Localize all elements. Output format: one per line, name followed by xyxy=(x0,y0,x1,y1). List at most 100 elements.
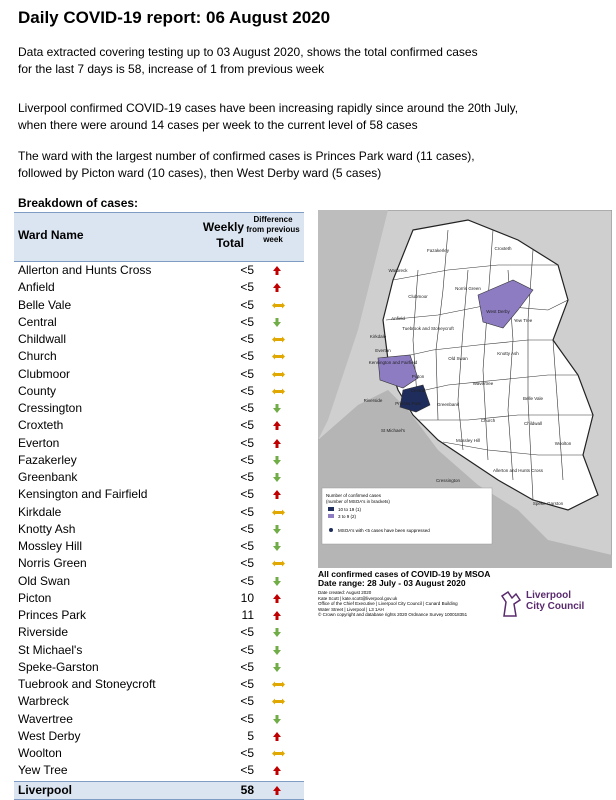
trend-arrow xyxy=(273,766,281,776)
weekly-total: <5 xyxy=(240,573,254,588)
ward-name: Speke-Garston xyxy=(18,659,99,674)
trend-icon xyxy=(273,731,281,741)
trend-icon xyxy=(273,766,281,776)
header-line: from previous xyxy=(246,225,300,234)
ward-name: St Michael's xyxy=(18,642,83,657)
ward-name: Belle Vale xyxy=(18,297,72,312)
map-label: St Michael's xyxy=(381,428,406,433)
weekly-total: <5 xyxy=(240,539,254,553)
table-row: Woolton <5 xyxy=(14,745,304,762)
paragraph-line: Data extracted covering testing up to 03… xyxy=(18,45,478,59)
trend-icon xyxy=(272,681,285,688)
table-row: Childwall <5 xyxy=(14,331,304,348)
map-label: Greenbank xyxy=(437,402,460,407)
trend-icon xyxy=(272,509,285,515)
trend-icon xyxy=(273,542,281,551)
table-row: Central <5 xyxy=(14,314,304,331)
table-row: Anfield <5 xyxy=(14,279,304,296)
trend-arrow xyxy=(273,731,281,741)
ward-lines xyxy=(385,229,593,501)
ward-name: Riverside xyxy=(18,625,69,640)
table-row: Kirkdale <5 xyxy=(14,504,304,521)
trend-arrow xyxy=(273,490,281,500)
trend-icon xyxy=(273,317,281,327)
credit-line: Office of the Chief Executive | Liverpoo… xyxy=(318,601,458,606)
table-row: Picton 10 xyxy=(14,590,304,607)
weekly-total: <5 xyxy=(240,504,254,519)
legend-box xyxy=(321,487,493,545)
msoa-3-9 xyxy=(377,354,419,389)
map-label: Speke-Garston xyxy=(533,501,564,506)
title: Daily COVID-19 report: 06 August 2020 xyxy=(18,8,331,27)
trend-arrow xyxy=(272,698,285,705)
legend-note: MSOA's with <5 cases have been suppresse… xyxy=(338,528,430,533)
weekly-total: <5 xyxy=(240,332,254,346)
trend-arrow xyxy=(273,524,281,534)
trend-icon xyxy=(273,524,281,534)
map-label: West Derby xyxy=(486,309,510,314)
map-label: Allerton and Hunts Cross xyxy=(493,468,544,473)
table-row: Allerton and Hunts Cross <5 xyxy=(14,262,304,279)
liver-bird xyxy=(500,590,522,617)
table-row: Greenbank <5 xyxy=(14,469,304,486)
trend-icon xyxy=(273,628,281,638)
trend-arrow xyxy=(272,509,285,515)
map-label: Clubmoor xyxy=(408,294,428,299)
map-label: Norris Green xyxy=(455,286,481,291)
table-row: Cressington <5 xyxy=(14,400,304,417)
table-row: Norris Green <5 xyxy=(14,555,304,572)
trend-arrow xyxy=(272,302,285,308)
map-label: Wavertree xyxy=(473,381,494,386)
table-row: Everton <5 xyxy=(14,435,304,452)
map-label: Tuebrook and Stoneycroft xyxy=(402,326,454,331)
weekly-total: <5 xyxy=(240,314,254,329)
trend-arrow xyxy=(273,317,281,327)
ward-name: Fazakerley xyxy=(18,452,77,467)
table-row: West Derby 5 xyxy=(14,728,304,745)
ward-name: Wavertree xyxy=(18,711,73,726)
table-row: Warbreck <5 xyxy=(14,693,304,710)
trend-arrow xyxy=(273,404,281,413)
table-row: St Michael's <5 xyxy=(14,642,304,659)
map-label: Kensington and Fairfield xyxy=(369,360,418,365)
credit-line: Water Street | Liverpool | L3 1AH xyxy=(318,606,384,612)
table-row: Speke-Garston <5 xyxy=(14,659,304,676)
map-label: Princes Park xyxy=(395,401,421,406)
header-line: Difference xyxy=(253,215,293,224)
trend-icon xyxy=(273,455,281,465)
ward-name: County xyxy=(18,383,57,398)
trend-icon xyxy=(273,593,281,603)
map-label: Kirkdale xyxy=(370,334,387,339)
logo-icon xyxy=(500,590,522,617)
map-label: Central xyxy=(411,388,426,393)
weekly-total: <5 xyxy=(240,711,254,726)
table-row: Church <5 xyxy=(14,348,304,365)
ward-name: Allerton and Hunts Cross xyxy=(18,263,152,277)
trend-icon xyxy=(272,371,285,377)
header-line: week xyxy=(263,235,283,244)
trend-icon xyxy=(273,645,281,655)
weekly-total: 10 xyxy=(240,590,254,605)
ward-name: Kirkdale xyxy=(18,504,62,519)
weekly-total: <5 xyxy=(240,418,254,433)
ward-name: Warbreck xyxy=(18,694,69,709)
table-row: Croxteth <5 xyxy=(14,417,304,434)
table-row: Princes Park 11 xyxy=(14,607,304,624)
legend-item: 3 to 9 (2) xyxy=(338,514,357,519)
trend-icon xyxy=(272,560,285,567)
weekly-total: <5 xyxy=(240,452,254,467)
legend-title: Number of confirmed cases xyxy=(326,493,382,498)
weekly-total: 11 xyxy=(241,608,254,622)
map-label: Warbreck xyxy=(388,268,408,273)
header-line: Weekly xyxy=(202,220,244,234)
paragraph-line: Liverpool confirmed COVID-19 cases have … xyxy=(18,101,519,115)
trend-icon xyxy=(273,283,281,293)
logo-line: Liverpool xyxy=(526,590,572,601)
map-label: Mossley Hill xyxy=(456,438,480,443)
weekly-total: <5 xyxy=(240,470,254,484)
table-row: Mossley Hill <5 xyxy=(14,538,304,555)
table-caption: Breakdown of cases: xyxy=(18,196,139,210)
trend-arrow xyxy=(273,662,281,672)
trend-icon xyxy=(273,714,281,724)
weekly-total: <5 xyxy=(240,263,254,277)
